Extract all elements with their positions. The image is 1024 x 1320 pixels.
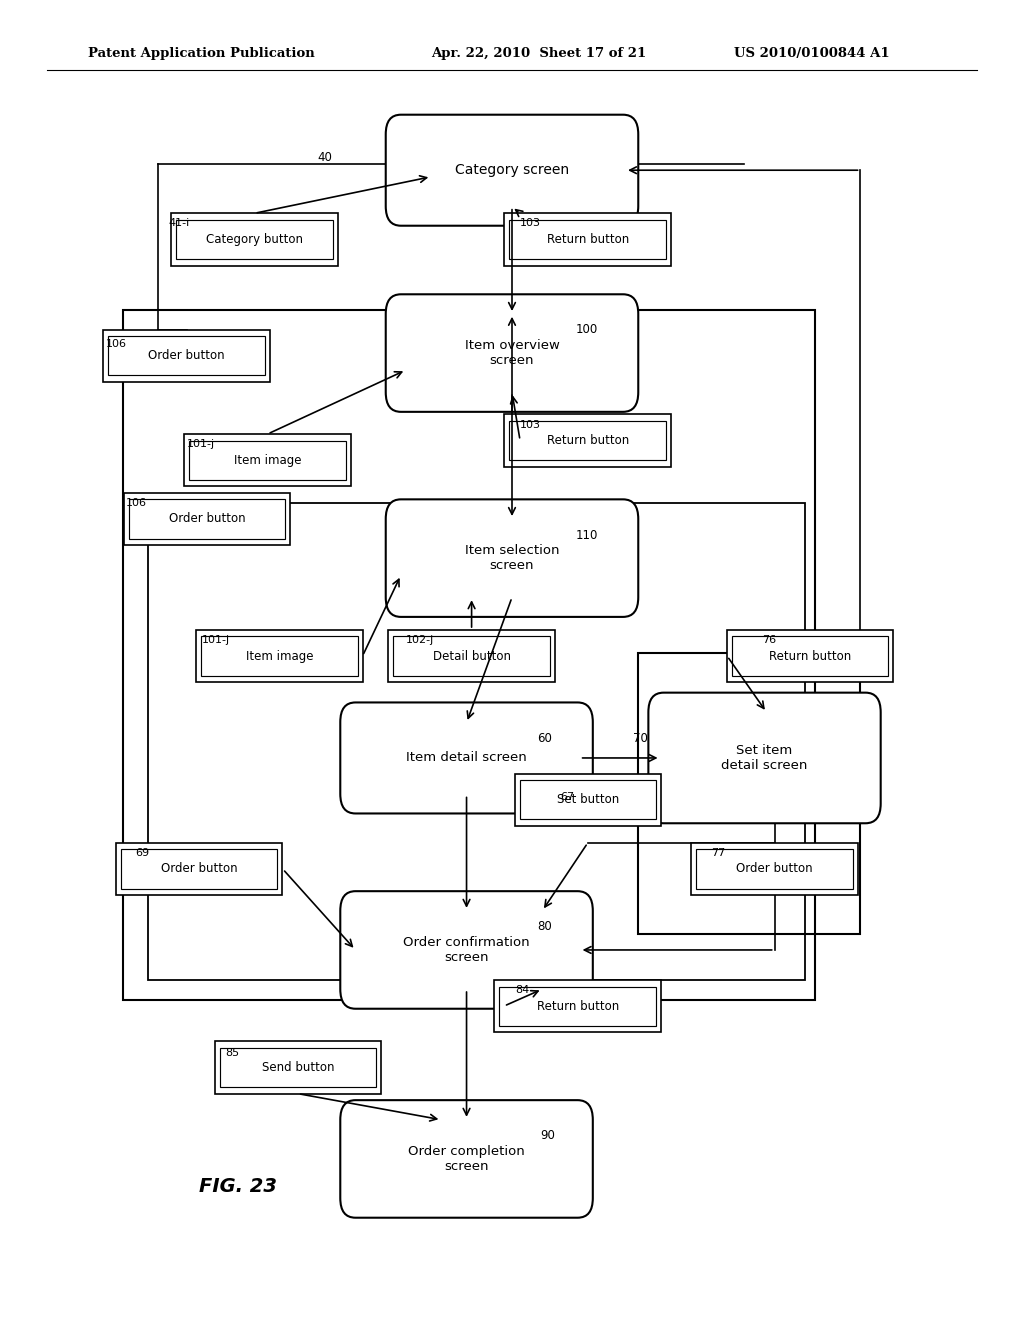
FancyBboxPatch shape (340, 702, 593, 813)
Text: 84: 84 (515, 985, 529, 995)
Bar (505, 214, 671, 265)
Bar (732, 636, 888, 676)
Text: Order button: Order button (169, 512, 246, 525)
FancyBboxPatch shape (386, 115, 638, 226)
FancyBboxPatch shape (340, 891, 593, 1008)
FancyBboxPatch shape (386, 499, 638, 616)
Text: Set button: Set button (557, 793, 618, 807)
Bar (121, 849, 278, 888)
Bar (500, 986, 656, 1026)
Bar (638, 653, 860, 935)
Bar (510, 220, 666, 259)
Bar (505, 414, 671, 467)
Text: Return button: Return button (769, 649, 851, 663)
Bar (189, 441, 346, 479)
Bar (202, 636, 358, 676)
Bar (148, 503, 805, 979)
Bar (184, 434, 351, 486)
Text: Send button: Send button (261, 1061, 334, 1074)
Text: 110: 110 (575, 528, 598, 541)
Bar (171, 214, 338, 265)
Text: 67: 67 (560, 792, 574, 801)
Text: 60: 60 (538, 733, 552, 746)
Bar (691, 843, 858, 895)
Bar (514, 774, 660, 826)
Bar (495, 979, 660, 1032)
FancyBboxPatch shape (386, 294, 638, 412)
Text: 40: 40 (317, 150, 332, 164)
Text: Item image: Item image (246, 649, 313, 663)
Bar (393, 636, 550, 676)
Text: Item selection
screen: Item selection screen (465, 544, 559, 572)
Text: Item image: Item image (233, 454, 301, 467)
Bar (103, 330, 270, 381)
Bar (214, 1041, 381, 1094)
Text: 101-j: 101-j (202, 635, 230, 645)
Text: Return button: Return button (537, 999, 618, 1012)
Text: 100: 100 (575, 323, 598, 337)
Text: FIG. 23: FIG. 23 (199, 1177, 276, 1196)
Text: 77: 77 (711, 847, 725, 858)
Text: 70: 70 (633, 733, 648, 746)
Text: 106: 106 (126, 498, 147, 508)
Text: Order button: Order button (736, 862, 813, 875)
Text: 69: 69 (135, 847, 150, 858)
Text: Return button: Return button (547, 232, 629, 246)
Text: Category button: Category button (206, 232, 303, 246)
Bar (696, 849, 853, 888)
Text: Item detail screen: Item detail screen (407, 751, 527, 764)
Bar (109, 337, 265, 375)
Text: 103: 103 (520, 218, 541, 228)
Bar (116, 843, 283, 895)
Text: Apr. 22, 2010  Sheet 17 of 21: Apr. 22, 2010 Sheet 17 of 21 (431, 48, 646, 61)
Text: Category screen: Category screen (455, 164, 569, 177)
Text: Order confirmation
screen: Order confirmation screen (403, 936, 529, 964)
Text: 102-j: 102-j (406, 635, 434, 645)
Bar (123, 310, 815, 999)
Text: 76: 76 (763, 635, 776, 645)
Bar (727, 630, 893, 682)
FancyBboxPatch shape (340, 1100, 593, 1218)
Text: 80: 80 (538, 920, 552, 933)
Text: Detail button: Detail button (432, 649, 511, 663)
Bar (519, 780, 656, 820)
Bar (129, 499, 286, 539)
FancyBboxPatch shape (648, 693, 881, 824)
Bar (219, 1048, 376, 1088)
Text: Return button: Return button (547, 434, 629, 447)
Text: 103: 103 (520, 420, 541, 429)
Text: 41-i: 41-i (169, 218, 189, 228)
Text: 90: 90 (541, 1130, 555, 1142)
Bar (510, 421, 666, 461)
Text: US 2010/0100844 A1: US 2010/0100844 A1 (734, 48, 890, 61)
Text: 85: 85 (225, 1048, 240, 1057)
Text: 106: 106 (105, 338, 127, 348)
Text: Patent Application Publication: Patent Application Publication (88, 48, 314, 61)
Bar (124, 492, 290, 545)
Text: Order button: Order button (148, 350, 225, 362)
Text: Order completion
screen: Order completion screen (409, 1144, 525, 1173)
Bar (388, 630, 555, 682)
Text: Item overview
screen: Item overview screen (465, 339, 559, 367)
Bar (176, 220, 333, 259)
Text: Order button: Order button (161, 862, 238, 875)
Bar (197, 630, 364, 682)
Text: 101-j: 101-j (186, 440, 215, 449)
Text: Set item
detail screen: Set item detail screen (721, 744, 808, 772)
